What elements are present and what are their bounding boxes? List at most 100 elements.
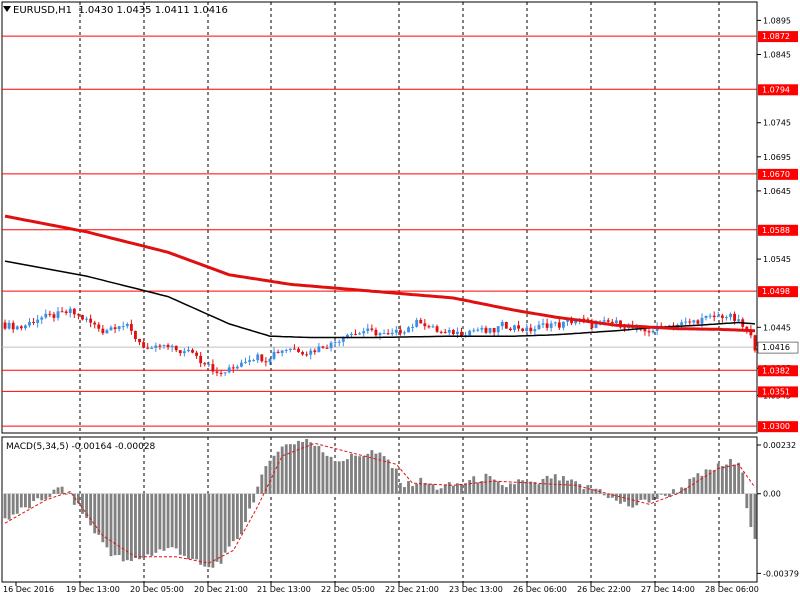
time-label: 16 Dec 2016 bbox=[3, 585, 54, 594]
macd-bar bbox=[256, 486, 260, 494]
candle-body bbox=[313, 350, 317, 353]
macd-bar bbox=[602, 493, 606, 496]
candle-body bbox=[513, 325, 516, 331]
macd-bar bbox=[121, 493, 125, 562]
candle-body bbox=[256, 354, 260, 361]
macd-bar bbox=[337, 461, 341, 494]
macd-bar bbox=[223, 493, 227, 553]
macd-bar bbox=[517, 479, 520, 494]
candle-body bbox=[195, 352, 199, 356]
macd-bar bbox=[240, 493, 243, 535]
candle-body bbox=[178, 350, 182, 354]
price-tick-label: 1.0695 bbox=[763, 153, 791, 162]
macd-bar bbox=[7, 493, 11, 520]
macd-bar bbox=[3, 493, 7, 519]
candle-body bbox=[36, 319, 40, 323]
candle-body bbox=[582, 318, 586, 320]
candle-body bbox=[692, 320, 696, 323]
candle-body bbox=[700, 317, 704, 324]
macd-bar bbox=[696, 473, 700, 494]
candle-body bbox=[85, 318, 88, 320]
candle-body bbox=[138, 338, 141, 343]
macd-bar bbox=[195, 493, 199, 560]
macd-bar bbox=[187, 493, 190, 560]
candle-body bbox=[451, 330, 455, 335]
time-label: 19 Dec 13:00 bbox=[66, 585, 120, 594]
level-tag bbox=[758, 168, 798, 180]
dropdown-triangle-icon[interactable] bbox=[3, 6, 11, 12]
candle-body bbox=[480, 327, 484, 330]
candle-body bbox=[708, 315, 712, 317]
moving-average-slow bbox=[4, 260, 756, 339]
candle-body bbox=[211, 364, 215, 372]
macd-bar bbox=[129, 493, 133, 562]
macd-bar bbox=[374, 453, 378, 494]
macd-bar bbox=[301, 441, 304, 494]
time-label: 22 Dec 05:00 bbox=[321, 585, 375, 594]
macd-bar bbox=[321, 452, 325, 494]
candle-body bbox=[712, 315, 716, 318]
candle-body bbox=[517, 325, 520, 329]
candle-body bbox=[207, 364, 211, 366]
candle-body bbox=[447, 330, 451, 333]
macd-bar bbox=[684, 487, 688, 494]
macd-bar bbox=[297, 440, 300, 494]
macd-bar bbox=[333, 461, 337, 494]
macd-bar bbox=[174, 493, 178, 549]
candle-body bbox=[244, 361, 247, 363]
candle-body bbox=[142, 342, 146, 348]
candle-body bbox=[260, 354, 264, 362]
candle-body bbox=[223, 372, 227, 374]
macd-bar bbox=[659, 493, 663, 495]
macd-bar bbox=[427, 483, 431, 494]
macd-bar bbox=[508, 483, 512, 494]
candle-body bbox=[684, 321, 688, 323]
candle-body bbox=[56, 311, 60, 318]
candle-body bbox=[101, 328, 105, 334]
macd-bar bbox=[480, 481, 484, 494]
macd-bar bbox=[109, 493, 113, 557]
candle-body bbox=[472, 330, 476, 332]
macd-bar bbox=[268, 460, 272, 494]
macd-tick-label: 0.00232 bbox=[763, 441, 796, 450]
candle-body bbox=[545, 323, 549, 328]
macd-bar bbox=[594, 488, 598, 494]
macd-bar bbox=[252, 493, 256, 503]
price-tick-label: 1.0845 bbox=[763, 51, 791, 60]
candle-body bbox=[325, 347, 329, 349]
macd-bar bbox=[729, 458, 732, 494]
candle-body bbox=[366, 328, 370, 332]
candle-body bbox=[97, 324, 101, 329]
macd-bar bbox=[28, 493, 31, 509]
main-pane-frame bbox=[1, 1, 758, 434]
macd-bar bbox=[521, 480, 525, 494]
macd-bar bbox=[227, 493, 231, 547]
macd-bar bbox=[415, 483, 419, 494]
candle-body bbox=[549, 323, 553, 328]
price-tick-label: 1.0445 bbox=[763, 323, 791, 332]
macd-bar bbox=[692, 477, 696, 494]
candle-body bbox=[619, 320, 622, 328]
macd-bar bbox=[737, 462, 741, 494]
macd-bar bbox=[56, 487, 60, 494]
macd-bar bbox=[32, 493, 35, 501]
macd-bar bbox=[488, 476, 492, 494]
macd-bar bbox=[394, 468, 398, 494]
macd-bar bbox=[627, 493, 631, 507]
macd-bar bbox=[211, 493, 215, 568]
candle-body bbox=[647, 331, 651, 333]
candle-body bbox=[651, 330, 655, 333]
macd-bar bbox=[105, 493, 109, 548]
macd-bar bbox=[244, 493, 247, 522]
candle-body bbox=[610, 321, 614, 323]
level-tag-label: 1.0588 bbox=[762, 226, 790, 235]
candle-body bbox=[574, 320, 578, 324]
macd-bar bbox=[68, 492, 72, 494]
candle-body bbox=[32, 322, 35, 324]
macd-bar bbox=[643, 493, 647, 500]
macd-bar bbox=[704, 469, 708, 494]
macd-bar bbox=[260, 474, 264, 494]
candle-body bbox=[240, 362, 243, 367]
candle-body bbox=[284, 349, 288, 351]
